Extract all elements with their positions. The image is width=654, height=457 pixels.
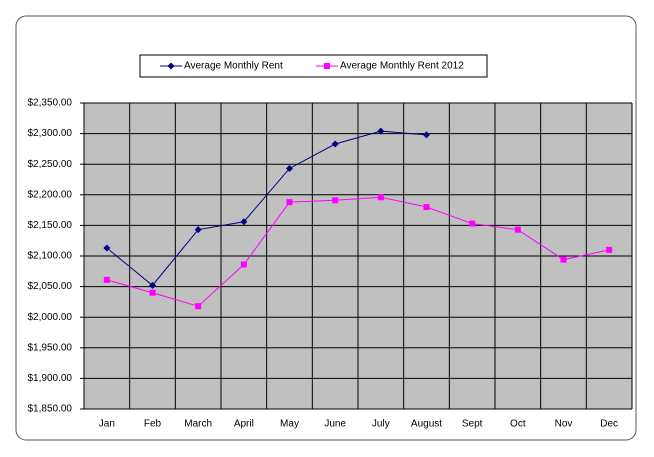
y-tick-label: $2,350.00: [28, 98, 73, 109]
legend-marker: [167, 62, 175, 70]
x-tick-label: August: [411, 419, 442, 430]
marker: [286, 199, 293, 206]
marker: [195, 303, 202, 310]
x-tick-label: July: [372, 419, 390, 430]
marker: [423, 204, 430, 211]
y-tick-label: $2,200.00: [28, 189, 73, 200]
y-tick-label: $2,000.00: [28, 312, 73, 323]
marker: [377, 194, 384, 201]
marker: [286, 164, 293, 172]
y-tick-label: $2,050.00: [28, 281, 73, 292]
y-tick-label: $2,250.00: [28, 159, 73, 170]
marker: [240, 218, 248, 226]
marker: [514, 226, 521, 233]
x-tick-label: Sept: [462, 419, 483, 430]
y-tick-label: $1,900.00: [28, 373, 73, 384]
marker: [103, 276, 110, 283]
x-tick-label: Oct: [510, 419, 526, 430]
x-tick-label: Feb: [144, 419, 162, 430]
x-tick-label: April: [234, 419, 254, 430]
y-tick-label: $2,100.00: [28, 251, 73, 262]
y-tick-label: $1,850.00: [28, 404, 73, 415]
x-tick-label: May: [280, 419, 299, 430]
series-line: [106, 130, 427, 287]
legend-marker: [324, 63, 330, 69]
x-tick-label: March: [184, 419, 212, 430]
marker: [377, 127, 385, 135]
x-tick-label: June: [324, 419, 346, 430]
legend: [139, 54, 488, 78]
y-tick-label: $1,950.00: [28, 342, 73, 353]
y-tick-label: $2,150.00: [28, 220, 73, 231]
x-tick-label: Jan: [99, 419, 115, 430]
series-line: [106, 196, 610, 307]
marker: [149, 281, 156, 289]
marker: [423, 131, 430, 139]
marker: [606, 246, 613, 253]
marker: [469, 220, 476, 227]
marker: [149, 289, 156, 296]
marker: [194, 226, 202, 234]
y-tick-label: $2,300.00: [28, 128, 73, 139]
marker: [560, 256, 567, 263]
marker: [332, 197, 339, 204]
marker: [240, 261, 247, 268]
x-tick-label: Nov: [555, 419, 573, 430]
legend-label: Average Monthly Rent: [184, 61, 283, 72]
marker: [103, 244, 111, 252]
marker: [331, 140, 339, 148]
x-tick-label: Dec: [600, 419, 618, 430]
legend-label: Average Monthly Rent 2012: [340, 61, 464, 72]
